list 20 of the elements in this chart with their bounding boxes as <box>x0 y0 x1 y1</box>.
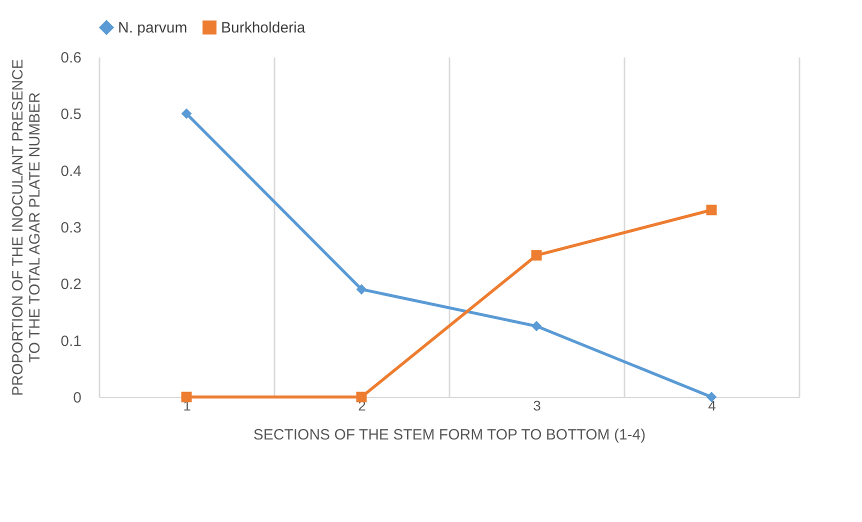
y-tick-label: 0.6 <box>60 50 82 66</box>
point <box>531 320 542 332</box>
y-tick-label: 0.4 <box>60 162 82 180</box>
point <box>356 284 367 295</box>
y-tick-label: 0.3 <box>60 220 82 236</box>
legend-label: Burkholderia <box>221 20 306 37</box>
x-tick-label: 3 <box>533 398 542 414</box>
y-tick-label: 0.2 <box>60 276 82 294</box>
x-axis-title: SECTIONS OF THE STEM FORM TOP TO BOTTOM (1-4) <box>253 426 646 444</box>
point <box>531 250 542 261</box>
y-tick-label: 0.1 <box>60 332 82 350</box>
legend-label: N. parvum <box>118 20 188 37</box>
x-tick-label: 4 <box>708 398 716 414</box>
point <box>181 392 192 402</box>
point <box>706 204 717 216</box>
y-tick-label: 0 <box>73 390 82 406</box>
point <box>181 108 192 119</box>
y-axis-title: PROPORTION OF THE INOCULANT PRESENCE TO THE TOTAL AGAR PLATE NUMBER <box>10 59 44 396</box>
point <box>356 392 367 402</box>
y-tick-label: 0.5 <box>60 106 82 124</box>
